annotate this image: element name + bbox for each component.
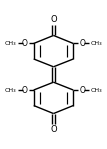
Text: CH₃: CH₃ [90, 41, 102, 46]
Text: O: O [50, 15, 57, 24]
Text: O: O [80, 39, 85, 48]
Text: O: O [50, 125, 57, 134]
Text: O: O [80, 86, 85, 94]
Text: CH₃: CH₃ [5, 87, 17, 93]
Text: O: O [22, 86, 27, 94]
Text: CH₃: CH₃ [90, 87, 102, 93]
Text: O: O [22, 39, 27, 48]
Text: CH₃: CH₃ [5, 41, 17, 46]
